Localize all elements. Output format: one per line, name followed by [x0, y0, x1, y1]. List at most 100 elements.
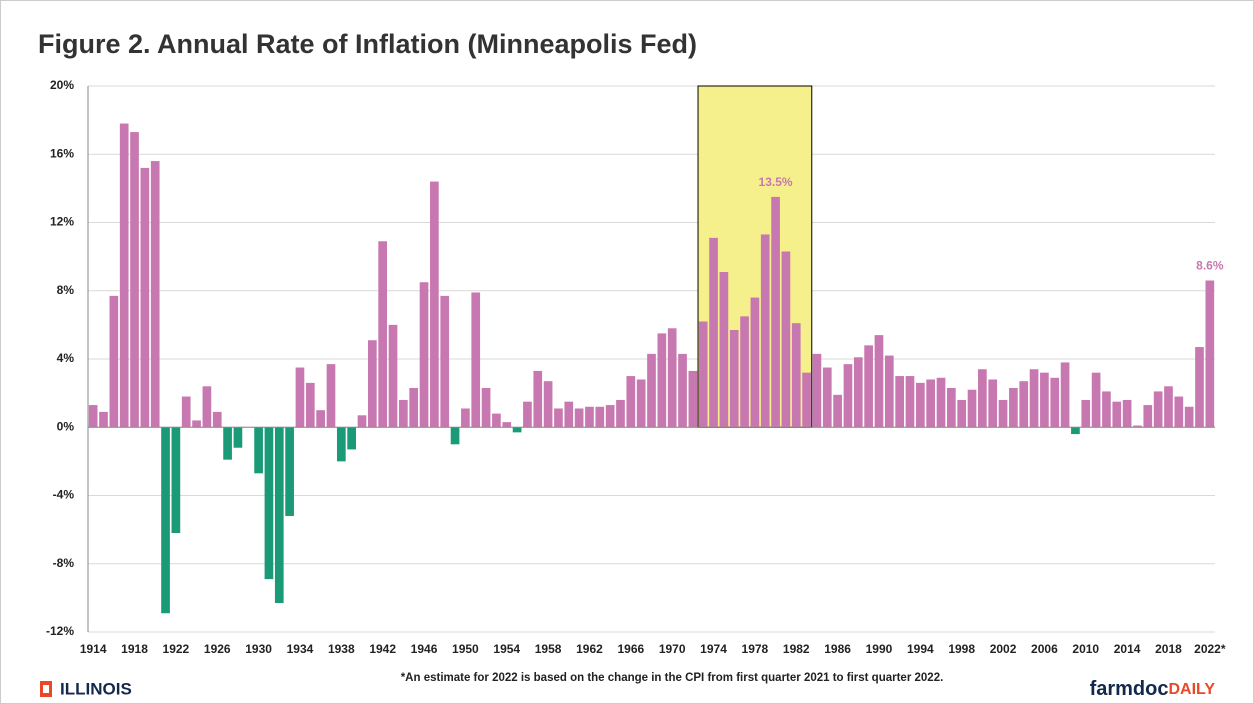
logo-mark-inner	[43, 685, 49, 693]
bar	[864, 345, 873, 428]
bar	[915, 382, 925, 428]
x-tick-label: 1946	[411, 642, 438, 656]
bar	[1184, 406, 1194, 428]
bar	[512, 427, 522, 433]
bar	[988, 379, 998, 428]
bar	[481, 388, 491, 428]
x-tick-label: 1950	[452, 642, 479, 656]
bar	[140, 167, 150, 428]
bar	[109, 295, 119, 428]
plot: -12% -8% -4% 0% 4% 8% 12% 16% 20% 1914 1918 1922 192…	[46, 78, 1226, 656]
bar	[336, 427, 346, 462]
bar	[150, 161, 160, 428]
footer: ILLINOIS *An estimate for 2022 is based …	[40, 672, 1215, 700]
bar	[316, 410, 325, 428]
x-tick-label: 1918	[121, 642, 148, 656]
x-tick-label: 2022*	[1194, 642, 1226, 656]
bar	[388, 324, 398, 428]
bar	[181, 396, 191, 428]
bar	[936, 377, 946, 428]
bar	[750, 297, 760, 428]
bar	[647, 353, 656, 428]
bar	[822, 367, 832, 428]
bar	[305, 382, 315, 428]
x-tick-label: 1990	[866, 642, 893, 656]
bar	[130, 132, 139, 428]
bar	[450, 427, 460, 445]
x-tick-label: 1934	[287, 642, 314, 656]
bar	[533, 370, 543, 428]
bar	[119, 123, 129, 428]
brand-main: farmdoc	[1090, 678, 1169, 700]
bar	[88, 405, 98, 428]
bar	[202, 386, 212, 428]
bar	[771, 196, 780, 428]
x-tick-label: 2006	[1031, 642, 1058, 656]
bar	[895, 376, 904, 428]
bar	[1102, 391, 1111, 428]
x-tick-label: 1942	[369, 642, 396, 656]
y-tick-label: 4%	[57, 351, 75, 365]
bar	[585, 406, 594, 428]
x-tick-label: 1914	[80, 642, 107, 656]
bar	[440, 295, 450, 428]
y-tick-label: -12%	[46, 624, 74, 638]
x-tick-label: 1970	[659, 642, 686, 656]
bar	[1122, 399, 1132, 428]
bar	[905, 376, 915, 428]
bar	[1029, 369, 1039, 428]
bar	[833, 394, 842, 428]
y-tick-label: 0%	[57, 419, 75, 433]
bar	[605, 405, 615, 428]
bar	[295, 367, 305, 428]
bar	[554, 408, 563, 428]
bar	[233, 427, 243, 448]
bar	[399, 399, 408, 428]
bar	[853, 357, 863, 428]
bar	[1009, 388, 1018, 428]
bar	[492, 413, 501, 428]
footnote: *An estimate for 2022 is based on the ch…	[401, 672, 944, 684]
bar	[729, 329, 739, 428]
bar	[636, 379, 646, 428]
bar	[223, 427, 232, 460]
bar	[347, 427, 356, 450]
y-tick-label: 12%	[50, 215, 74, 229]
y-tick-label: 16%	[50, 146, 74, 160]
bar	[812, 353, 822, 428]
bar	[1133, 425, 1142, 428]
footer-left: ILLINOIS	[60, 679, 132, 698]
bar	[843, 364, 853, 428]
bar	[1205, 280, 1215, 428]
bar	[285, 427, 294, 516]
x-tick-label: 1926	[204, 642, 231, 656]
bar	[781, 251, 791, 428]
bar	[171, 427, 181, 534]
bar	[378, 241, 388, 428]
x-tick-label: 1994	[907, 642, 934, 656]
bar	[616, 399, 625, 428]
bar	[802, 372, 811, 428]
bar	[523, 401, 532, 428]
bar	[212, 411, 222, 428]
y-tick-label: 20%	[50, 78, 74, 92]
bar	[471, 292, 481, 428]
bar	[657, 333, 667, 428]
data-label: 8.6%	[1196, 259, 1224, 273]
x-tick-label: 1930	[245, 642, 272, 656]
bar	[1050, 377, 1060, 428]
bar	[543, 381, 553, 428]
x-tick-label: 2018	[1155, 642, 1182, 656]
brand-suffix: DAILY	[1168, 681, 1215, 698]
bar	[740, 316, 749, 428]
bar	[1164, 386, 1173, 428]
bar	[326, 364, 336, 428]
bar	[678, 353, 687, 428]
bar	[998, 399, 1008, 428]
bar	[709, 237, 718, 428]
x-tick-label: 1966	[617, 642, 644, 656]
bar	[760, 234, 770, 428]
bar	[461, 408, 470, 428]
bar	[698, 321, 708, 428]
